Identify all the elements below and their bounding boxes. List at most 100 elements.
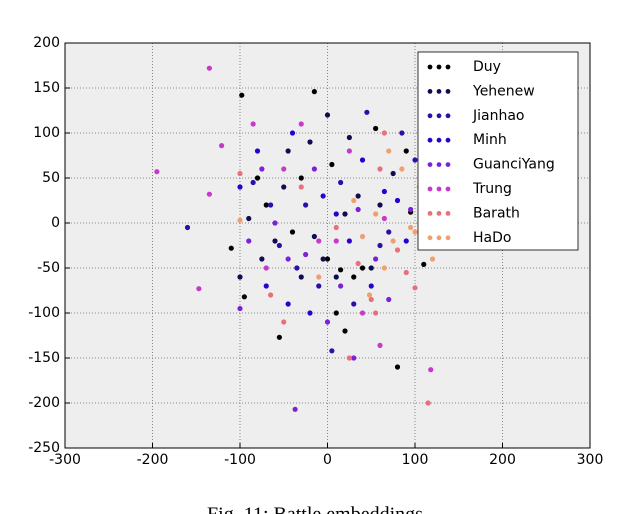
caption: Fig. 11: Battle embeddings <box>207 504 423 514</box>
point <box>333 310 339 316</box>
point <box>298 184 304 190</box>
point <box>263 283 269 289</box>
point <box>237 305 243 312</box>
y-tick-label: 0 <box>51 215 60 231</box>
point <box>298 175 304 181</box>
y-tick-label: -100 <box>28 305 60 321</box>
y-tick-label: -50 <box>37 260 60 276</box>
legend-marker <box>436 137 442 143</box>
legend-marker <box>427 211 433 216</box>
legend-marker <box>427 137 433 143</box>
point <box>359 265 366 271</box>
point <box>320 193 326 199</box>
point <box>259 256 265 262</box>
legend-marker <box>436 113 442 119</box>
point <box>285 148 291 154</box>
point <box>381 188 387 195</box>
legend-marker <box>427 64 433 70</box>
point <box>289 130 296 136</box>
point <box>206 65 212 71</box>
point <box>272 220 278 226</box>
point <box>316 238 322 244</box>
point <box>377 166 383 172</box>
x-tick-label: -300 <box>49 452 81 468</box>
point <box>333 224 339 231</box>
point <box>329 348 335 354</box>
point <box>338 179 344 186</box>
point <box>359 233 366 240</box>
point <box>377 202 383 208</box>
legend-marker <box>427 235 433 241</box>
point <box>355 193 361 199</box>
point <box>342 211 348 217</box>
point <box>239 92 245 98</box>
point <box>412 229 418 235</box>
point <box>285 256 291 262</box>
point <box>368 296 374 303</box>
point <box>403 238 409 244</box>
point <box>311 166 317 172</box>
point <box>241 294 247 300</box>
legend-label: HaDo <box>473 230 511 246</box>
point <box>429 256 436 262</box>
point <box>307 310 313 316</box>
x-tick-label: 100 <box>402 452 429 468</box>
point <box>263 202 269 208</box>
point <box>320 256 326 262</box>
point <box>254 148 261 154</box>
point <box>373 125 379 132</box>
point <box>359 157 366 163</box>
point <box>408 224 414 231</box>
point <box>206 191 212 197</box>
point <box>381 130 387 136</box>
point <box>307 139 313 145</box>
point <box>399 130 405 136</box>
point <box>346 238 352 244</box>
point <box>338 283 344 289</box>
point <box>281 166 287 172</box>
x-tick-label: -100 <box>224 452 256 468</box>
point <box>268 292 274 298</box>
legend-marker <box>436 64 442 70</box>
point <box>342 328 348 334</box>
y-tick-label: 50 <box>42 170 60 186</box>
point <box>390 238 396 244</box>
point <box>294 265 300 271</box>
point <box>311 89 317 95</box>
point <box>329 161 335 168</box>
point <box>272 238 278 244</box>
point <box>403 269 409 276</box>
point <box>154 169 160 175</box>
point <box>303 202 309 208</box>
point <box>394 364 401 370</box>
point <box>386 229 392 235</box>
point <box>412 157 418 163</box>
point <box>184 224 191 231</box>
point <box>316 283 322 289</box>
legend-box <box>417 51 579 251</box>
point <box>316 274 322 280</box>
point <box>298 274 304 280</box>
point <box>346 355 352 361</box>
legend-marker <box>436 186 442 192</box>
legend-label: Minh <box>473 132 507 148</box>
point <box>386 296 392 303</box>
legend-label: GuanciYang <box>473 157 555 173</box>
legend-marker <box>445 64 451 70</box>
point <box>324 112 331 118</box>
legend-marker <box>445 235 451 241</box>
legend-marker <box>445 162 451 168</box>
point <box>368 283 374 289</box>
point <box>373 310 379 316</box>
point <box>381 265 387 271</box>
point <box>338 267 344 273</box>
legend-marker <box>445 89 451 94</box>
point <box>246 215 252 222</box>
legend-label: Duy <box>473 59 501 75</box>
point <box>246 238 252 244</box>
legend-marker <box>436 162 442 168</box>
point <box>254 175 261 181</box>
point <box>386 148 392 154</box>
